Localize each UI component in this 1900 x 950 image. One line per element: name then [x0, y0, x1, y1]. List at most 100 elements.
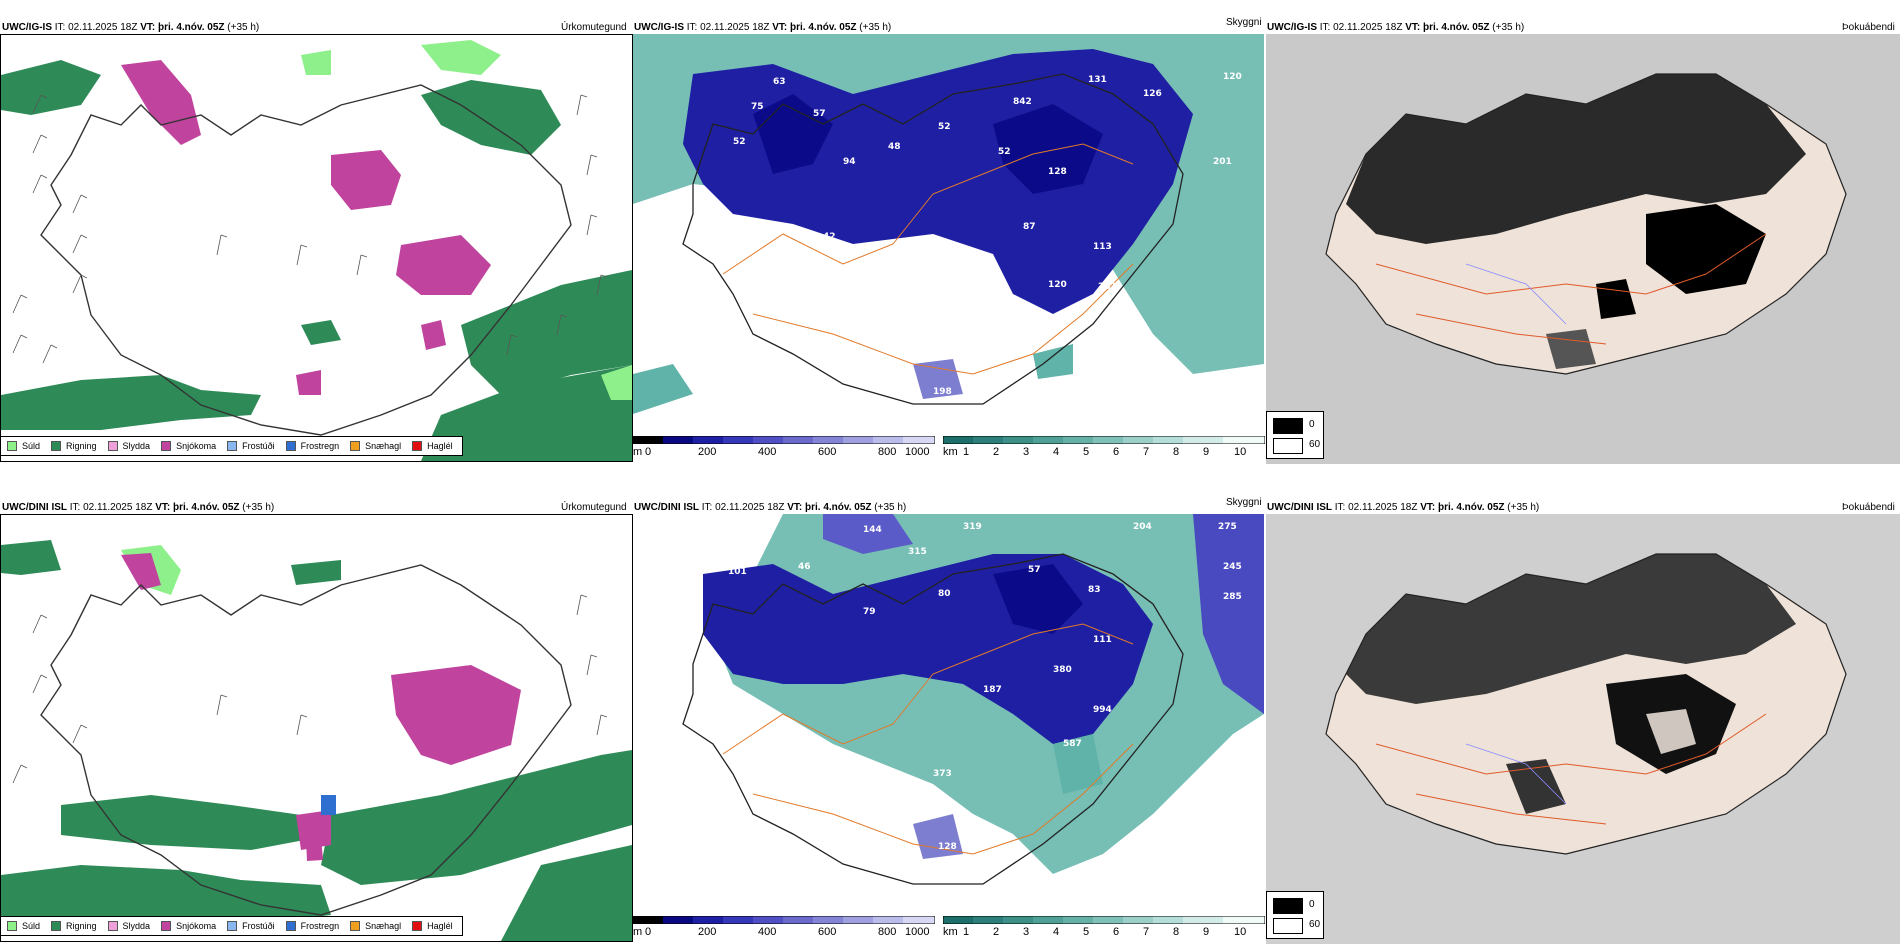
visibility-label: Skyggni [1226, 17, 1262, 28]
row-1: UWC/IG-IS IT: 02.11.2025 18Z VT: þri. 4.… [0, 17, 1900, 464]
vis-num: 57 [1028, 565, 1041, 575]
precip-type-label: Úrkomutegund [561, 22, 627, 33]
visibility-tick: 9 [1203, 446, 1210, 458]
visibility-tick: 8 [1173, 446, 1180, 458]
visibility-tick: 1 [963, 446, 970, 458]
vis-num: 120 [1048, 280, 1067, 290]
legend-item-snaehagl: Snæhagl [350, 921, 401, 931]
vis-num: 79 [863, 607, 876, 617]
model-name: UWC/IG-IS [1267, 22, 1317, 33]
vis-num: 187 [983, 685, 1002, 695]
fog-legend: 0 60 [1266, 891, 1324, 939]
vis-num: 245 [1223, 562, 1242, 572]
model-name: UWC/DINI ISL [1267, 502, 1332, 513]
vis-num: 101 [728, 567, 747, 577]
visibility-tick: 1 [963, 926, 970, 938]
fog-map[interactable] [1266, 514, 1900, 944]
visibility-unit: km [943, 446, 958, 458]
cloud-base-tick: 0 [645, 926, 652, 938]
vis-num: 111 [1093, 635, 1112, 645]
precip-type-map[interactable] [0, 514, 633, 942]
visibility-tick: 3 [1023, 926, 1030, 938]
vis-num: 83 [1088, 585, 1101, 595]
precip-legend: Súld Rigning Slydda Snjókoma Frostúði Fr… [0, 916, 463, 936]
visibility-colorbar: km 1 2 3 4 5 6 7 8 9 10 [943, 916, 1265, 940]
vis-num: 198 [933, 387, 952, 397]
legend-item-snjokoma: Snjókoma [161, 441, 216, 451]
cloud-base-tick: 800 [878, 446, 897, 458]
legend-item-haglel: Haglél [412, 441, 453, 451]
forecast-offset: (+35 h) [1507, 502, 1540, 513]
fog-legend-light [1273, 918, 1303, 934]
visibility-number-labels: 144 319 315 204 275 101 46 79 80 57 83 1… [728, 522, 1242, 852]
legend-item-rigning: Rigning [51, 441, 97, 451]
fog-legend-light-label: 60 [1309, 919, 1321, 930]
vis-num: 285 [1223, 592, 1242, 602]
fog-header: UWC/IG-IS IT: 02.11.2025 18Z VT: þri. 4.… [1267, 22, 1524, 34]
visibility-tick: 4 [1053, 446, 1060, 458]
legend-item-slydda: Slydda [107, 921, 150, 931]
forecast-offset: (+35 h) [1492, 22, 1525, 33]
visibility-label: Skyggni [1226, 497, 1262, 508]
forecast-offset: (+35 h) [859, 22, 892, 33]
legend-item-slydda: Slydda [107, 441, 150, 451]
vis-num: 80 [938, 589, 951, 599]
visibility-map[interactable]: 63 57 75 52 94 42 48 52 52 842 131 126 1… [633, 34, 1264, 434]
fog-legend-dark [1273, 898, 1303, 914]
legend-item-sudl: Súld [7, 441, 40, 451]
vis-num: 201 [1213, 157, 1232, 167]
fog-map[interactable] [1266, 34, 1900, 464]
vis-num: 57 [813, 109, 826, 119]
cloud-base-unit: m [633, 446, 643, 458]
visibility-tick: 10 [1234, 926, 1247, 938]
visibility-tick: 7 [1143, 446, 1150, 458]
init-time: IT: 02.11.2025 18Z [686, 22, 770, 33]
fog-legend-light [1273, 438, 1303, 454]
visibility-tick: 9 [1203, 926, 1210, 938]
forecast-offset: (+35 h) [874, 502, 907, 513]
cloud-base-tick: 1000 [905, 446, 930, 458]
precip-legend: Súld Rigning Slydda Snjókoma Frostúði Fr… [0, 436, 463, 456]
visibility-map[interactable]: 144 319 315 204 275 101 46 79 80 57 83 1… [633, 514, 1264, 914]
fog-legend-dark-label: 0 [1309, 419, 1315, 430]
row-2: UWC/DINI ISL IT: 02.11.2025 18Z VT: þri.… [0, 480, 1900, 950]
vis-num: 842 [1013, 97, 1032, 107]
precip-header: UWC/DINI ISL IT: 02.11.2025 18Z VT: þri.… [2, 502, 274, 514]
vis-num: 315 [908, 547, 927, 557]
cloud-base-colorbar: m 0 200 400 600 800 1000 [633, 916, 935, 940]
vis-num: 46 [798, 562, 811, 572]
visibility-tick: 3 [1023, 446, 1030, 458]
visibility-tick: 5 [1083, 926, 1090, 938]
vis-num: 319 [963, 522, 982, 532]
cloud-base-tick: 1000 [905, 926, 930, 938]
vis-num: 380 [1053, 665, 1072, 675]
fog-legend: 0 60 [1266, 411, 1324, 459]
valid-time: VT: þri. 4.nóv. 05Z [140, 22, 225, 33]
legend-item-frostregn: Frostregn [285, 921, 339, 931]
vis-num: 52 [733, 137, 746, 147]
cloud-base-colorbar: m 0 200 400 600 800 1000 [633, 436, 935, 460]
visibility-tick: 10 [1234, 446, 1247, 458]
cloud-base-tick: 400 [758, 446, 777, 458]
init-time: IT: 02.11.2025 18Z [69, 502, 153, 513]
precip-type-map[interactable] [0, 34, 633, 462]
valid-time: VT: þri. 4.nóv. 05Z [1420, 502, 1505, 513]
legend-item-frostudi: Frostúði [227, 441, 275, 451]
visibility-tick: 6 [1113, 926, 1120, 938]
legend-item-snjokoma: Snjókoma [161, 921, 216, 931]
vis-num: 113 [1093, 242, 1112, 252]
cloud-base-tick: 600 [818, 926, 837, 938]
model-name: UWC/DINI ISL [2, 502, 67, 513]
visibility-tick: 2 [993, 446, 1000, 458]
legend-item-sudl: Súld [7, 921, 40, 931]
init-time: IT: 02.11.2025 18Z [701, 502, 785, 513]
visibility-unit: km [943, 926, 958, 938]
precip-header: UWC/IG-IS IT: 02.11.2025 18Z VT: þri. 4.… [2, 22, 259, 34]
vis-num: 128 [938, 842, 957, 852]
legend-item-frostregn: Frostregn [285, 441, 339, 451]
model-name: UWC/IG-IS [2, 22, 52, 33]
cloud-base-tick: 600 [818, 446, 837, 458]
valid-time: VT: þri. 4.nóv. 05Z [1405, 22, 1490, 33]
valid-time: VT: þri. 4.nóv. 05Z [772, 22, 857, 33]
vis-num: 120 [1223, 72, 1242, 82]
